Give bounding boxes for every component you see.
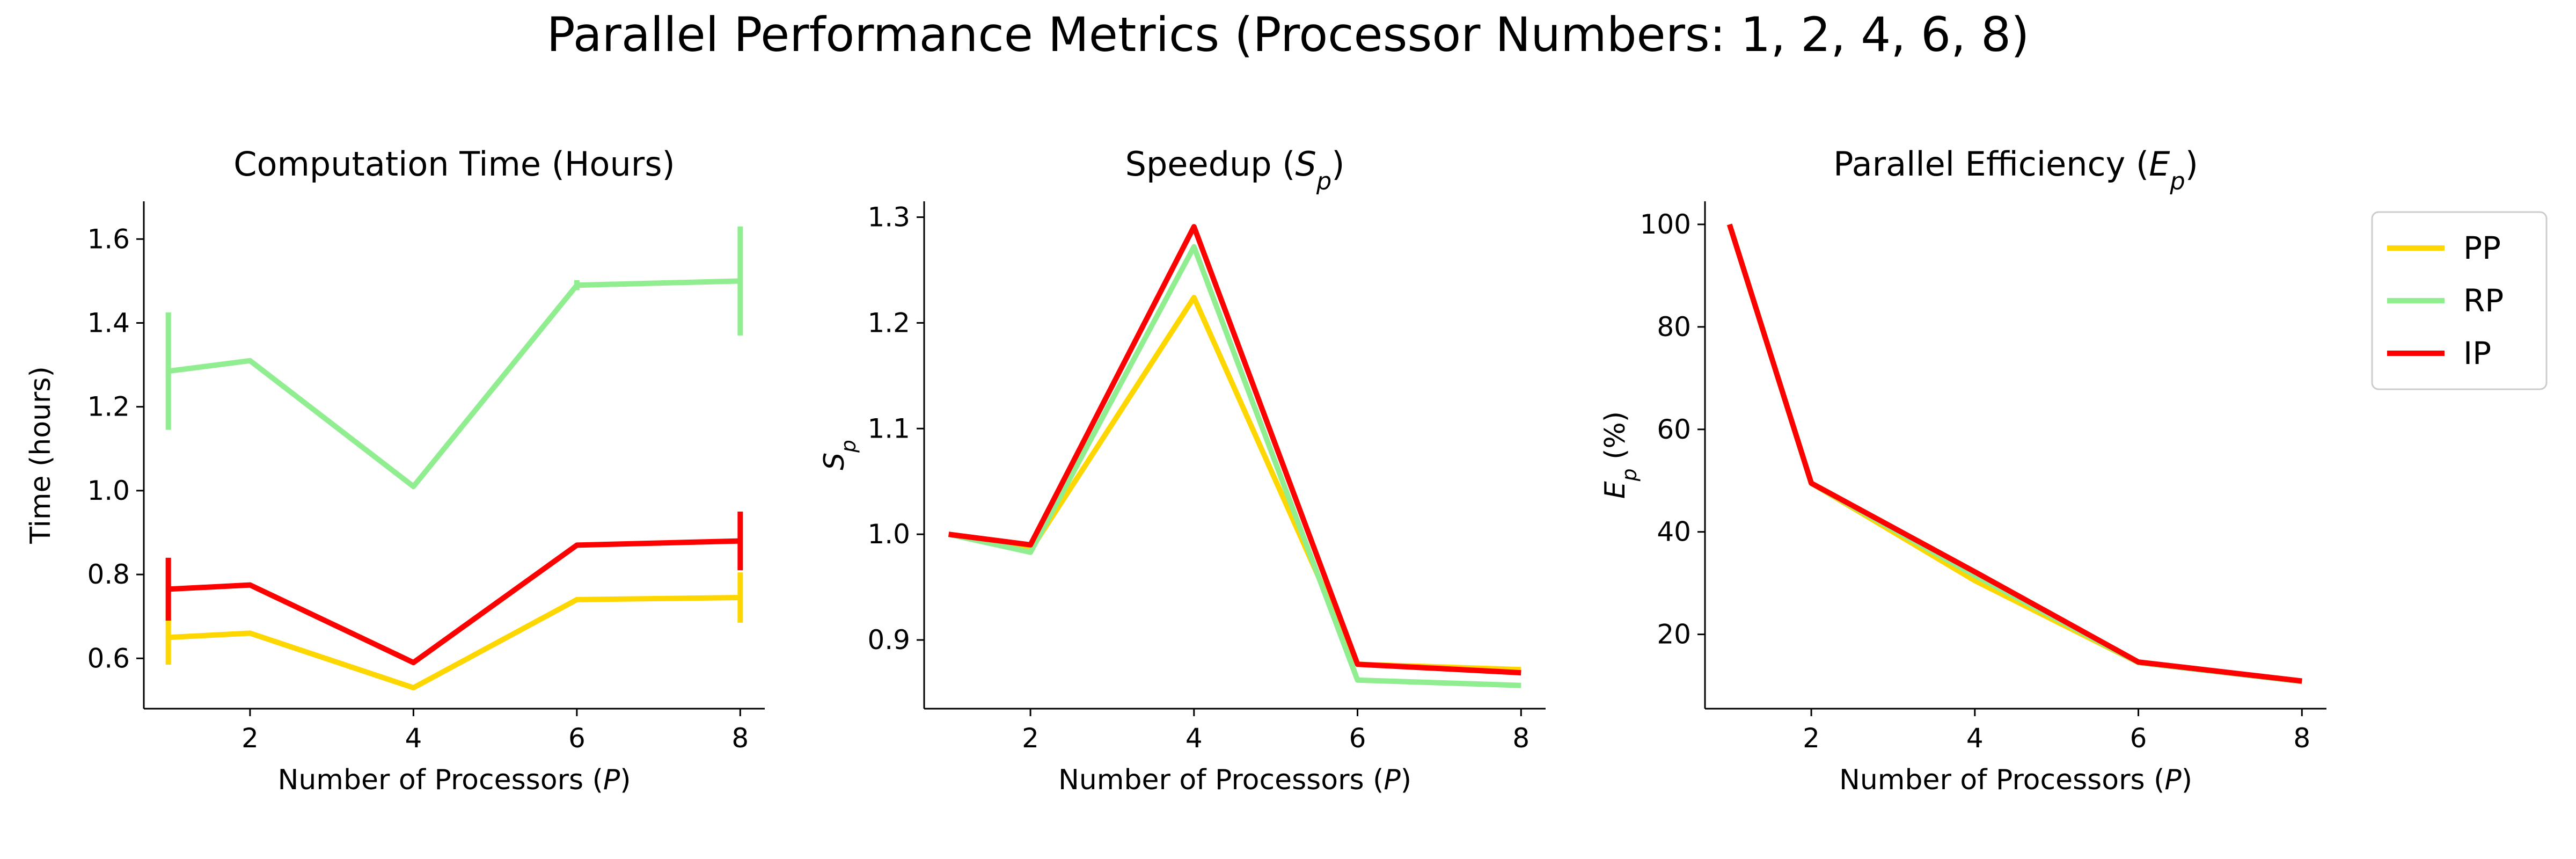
y-tick-label: 1.0 — [867, 519, 910, 550]
y-tick-label: 1.6 — [87, 223, 130, 254]
series-line-pp — [168, 595, 741, 690]
series-line-rp — [1726, 223, 2302, 685]
x-tick-label: 4 — [405, 723, 422, 754]
y-tick-label: 80 — [1657, 311, 1691, 343]
x-tick-label: 8 — [731, 723, 749, 754]
legend-label-rp: RP — [2463, 282, 2504, 319]
x-tick-label: 4 — [1966, 723, 1984, 754]
x-tick-label: 2 — [1803, 723, 1820, 754]
y-tick-label: 60 — [1657, 414, 1691, 445]
y-tick-label: 0.8 — [87, 559, 130, 590]
y-tick-label: 1.2 — [867, 307, 910, 338]
x-tick-label: 2 — [241, 723, 259, 754]
x-tick-label: 8 — [2293, 723, 2310, 754]
y-tick-label: 20 — [1657, 619, 1691, 650]
series-line-ip — [1726, 223, 2302, 684]
y-tick-label: 1.1 — [867, 413, 910, 444]
figure-title: Parallel Performance Metrics (Processor … — [547, 7, 2030, 62]
legend-label-ip: IP — [2463, 335, 2491, 372]
x-tick-label: 4 — [1185, 723, 1203, 754]
legend: PP RP IP — [2371, 211, 2548, 390]
legend-frame — [2371, 211, 2548, 390]
chart-panels: Computation Time (Hours) 2 4 6 8 0.6 0.8 1.0 1.2… — [25, 144, 2326, 796]
y-tick-label: 1.4 — [87, 307, 130, 338]
panel-title: Parallel Efficiency (Ep) — [1833, 144, 2198, 195]
x-tick-label: 6 — [2130, 723, 2147, 754]
y-tick-label: 1.2 — [87, 391, 130, 423]
series-line-rp — [168, 278, 741, 490]
y-axis-label: Time (hours) — [25, 366, 57, 544]
x-axis-label: Number of Processors (P) — [1839, 764, 2192, 796]
y-axis-label: Ep (%) — [1599, 411, 1641, 499]
series-line-rp — [948, 244, 1521, 688]
x-tick-label: 8 — [1512, 723, 1529, 754]
series-line-pp — [1726, 223, 2302, 685]
chart-panel-1: Computation Time (Hours) 2 4 6 8 0.6 0.8 1.0 1.2… — [25, 144, 765, 796]
legend-label-pp: PP — [2463, 230, 2501, 266]
y-axis-label: Sp — [818, 440, 860, 470]
series-line-ip — [948, 224, 1521, 676]
chart-panel-3: Parallel Efficiency (Ep) 2 4 6 8 20 40 60 80 100 N… — [1599, 144, 2326, 796]
x-axis-label: Number of Processors (P) — [1058, 764, 1411, 796]
chart-panel-2: Speedup (Sp) 2 4 6 8 0.9 1.0 1.1 1.2 1.3 Number of… — [818, 144, 1546, 796]
x-axis-label: Number of Processors (P) — [277, 764, 631, 796]
panel-title: Computation Time (Hours) — [233, 144, 675, 184]
x-tick-label: 6 — [568, 723, 586, 754]
y-tick-label: 1.3 — [867, 202, 910, 233]
y-tick-label: 0.9 — [867, 624, 910, 656]
x-tick-label: 2 — [1022, 723, 1039, 754]
panel-title: Speedup (Sp) — [1125, 144, 1345, 195]
y-tick-label: 100 — [1640, 209, 1691, 240]
y-tick-label: 40 — [1657, 516, 1691, 548]
x-tick-label: 6 — [1349, 723, 1366, 754]
y-tick-label: 1.0 — [87, 475, 130, 506]
series-line-ip — [168, 538, 741, 666]
y-tick-label: 0.6 — [87, 643, 130, 674]
